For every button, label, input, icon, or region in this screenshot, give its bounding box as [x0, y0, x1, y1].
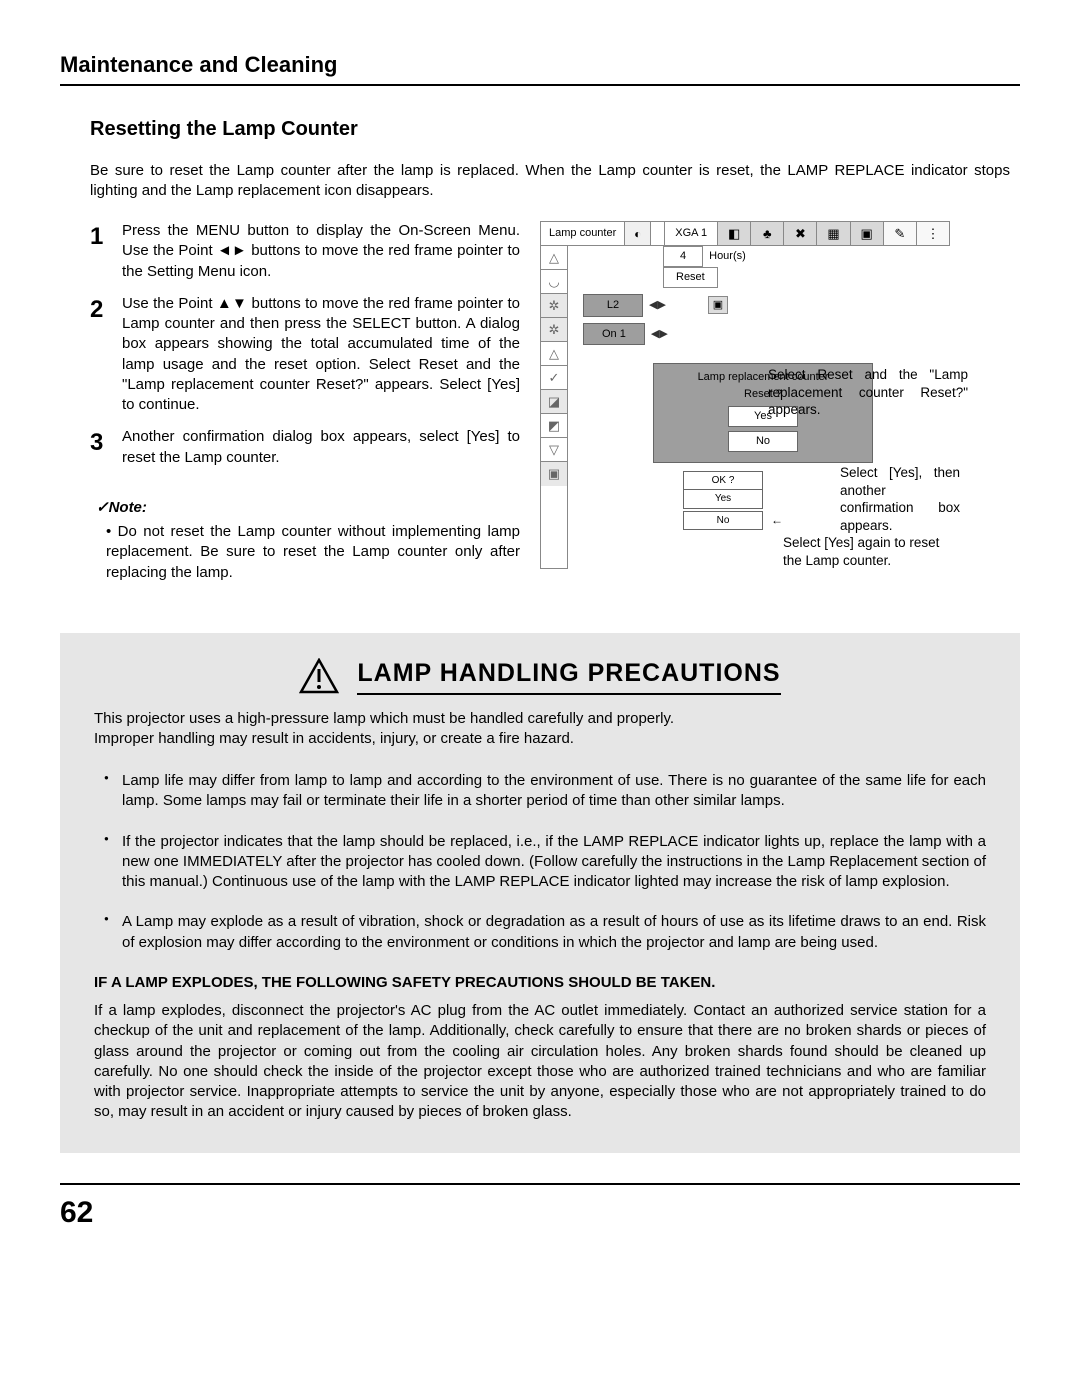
up-arrow-icon: △ — [541, 246, 567, 270]
menu-icon: ▦ — [817, 222, 850, 245]
menu-icon: ✎ — [884, 222, 917, 245]
warning-triangle-icon — [299, 658, 339, 694]
osd-sidebar: △ ◡ ✲ ✲ △ ✓ ◪ ◩ ▽ ▣ — [540, 246, 568, 569]
caption-confirm: Select [Yes], then another confirmation … — [840, 464, 960, 534]
precautions-box: LAMP HANDLING PRECAUTIONS This projector… — [60, 633, 1020, 1153]
no-option: No — [683, 511, 763, 531]
step-number: 2 — [90, 294, 110, 416]
fan-icon: ✲ — [541, 294, 567, 318]
intro-line: Improper handling may result in accident… — [94, 730, 574, 747]
no-option: No — [728, 431, 798, 452]
precautions-list: Lamp life may differ from lamp to lamp a… — [94, 771, 986, 953]
note-block: ✓Note: Do not reset the Lamp counter wit… — [96, 498, 520, 583]
reset-button: Reset — [663, 267, 718, 288]
down-arrow-icon: ▽ — [541, 438, 567, 462]
menu-icon: ✖ — [784, 222, 817, 245]
step-number: 1 — [90, 221, 110, 282]
list-item: A Lamp may explode as a result of vibrat… — [108, 912, 986, 953]
left-right-arrows-icon: ◀▶ — [649, 298, 666, 313]
precautions-body: If a lamp explodes, disconnect the proje… — [94, 1001, 986, 1123]
osd-title: Lamp counter — [541, 222, 625, 245]
chapter-title: Maintenance and Cleaning — [60, 50, 1020, 86]
menu-icon: ◪ — [541, 390, 567, 414]
check-icon: ✓ — [541, 366, 567, 390]
osd-mode: XGA 1 — [665, 222, 718, 245]
lamp-icon: ◐ — [625, 222, 651, 245]
osd-column: Lamp counter ◐ XGA 1 ◧ ♣ ✖ ▦ ▣ ✎ ⋮ △ ◡ — [540, 221, 1020, 583]
step-number: 3 — [90, 427, 110, 468]
intro-line: This projector uses a high-pressure lamp… — [94, 710, 674, 727]
fan-icon: ✲ — [541, 318, 567, 342]
caption-final: Select [Yes] again to reset the Lamp cou… — [783, 534, 950, 569]
caption-reset: Select Reset and the "Lamp replacement c… — [768, 366, 968, 419]
menu-icon: ◧ — [718, 222, 751, 245]
lamp-icon: ◡ — [541, 270, 567, 294]
list-item: If the projector indicates that the lamp… — [108, 832, 986, 893]
precautions-intro: This projector uses a high-pressure lamp… — [94, 709, 986, 750]
menu-icon: ▣ — [851, 222, 884, 245]
hours-unit: Hour(s) — [709, 249, 746, 264]
step-text: Another confirmation dialog box appears,… — [122, 427, 520, 468]
l2-value: L2 — [583, 294, 643, 317]
pointer-icon: ← — [771, 512, 783, 528]
page-number: 62 — [60, 1196, 93, 1229]
step-text: Use the Point ▲▼ buttons to move the red… — [122, 294, 520, 416]
on-value: On 1 — [583, 323, 645, 346]
yes-option: Yes — [684, 490, 762, 508]
quit-icon: ▣ — [541, 462, 567, 486]
list-item: Lamp life may differ from lamp to lamp a… — [108, 771, 986, 812]
step-3: 3 Another confirmation dialog box appear… — [90, 427, 520, 468]
note-body: Do not reset the Lamp counter without im… — [106, 522, 520, 583]
menu-icon: ◩ — [541, 414, 567, 438]
warning-icon: △ — [541, 342, 567, 366]
menu-icon: ⋮ — [917, 222, 949, 245]
section-title: Resetting the Lamp Counter — [90, 116, 1020, 143]
note-label: ✓Note: — [96, 498, 520, 518]
ok-dialog: OK ? Yes — [683, 471, 763, 509]
quit-icon: ▣ — [708, 296, 728, 314]
osd-screenshot: Lamp counter ◐ XGA 1 ◧ ♣ ✖ ▦ ▣ ✎ ⋮ △ ◡ — [540, 221, 950, 569]
page-footer: 62 — [60, 1183, 1020, 1234]
intro-text: Be sure to reset the Lamp counter after … — [90, 161, 1010, 202]
step-text: Press the MENU button to display the On-… — [122, 221, 520, 282]
left-right-arrows-icon: ◀▶ — [651, 327, 668, 342]
precautions-subheading: IF A LAMP EXPLODES, THE FOLLOWING SAFETY… — [94, 973, 986, 993]
step-1: 1 Press the MENU button to display the O… — [90, 221, 520, 282]
precautions-title: LAMP HANDLING PRECAUTIONS — [357, 657, 780, 695]
hours-value: 4 — [663, 246, 703, 267]
osd-menubar: Lamp counter ◐ XGA 1 ◧ ♣ ✖ ▦ ▣ ✎ ⋮ — [540, 221, 950, 246]
step-2: 2 Use the Point ▲▼ buttons to move the r… — [90, 294, 520, 416]
dialog-title: OK ? — [684, 472, 762, 491]
steps-column: 1 Press the MENU button to display the O… — [90, 221, 520, 583]
menu-icon: ♣ — [751, 222, 784, 245]
